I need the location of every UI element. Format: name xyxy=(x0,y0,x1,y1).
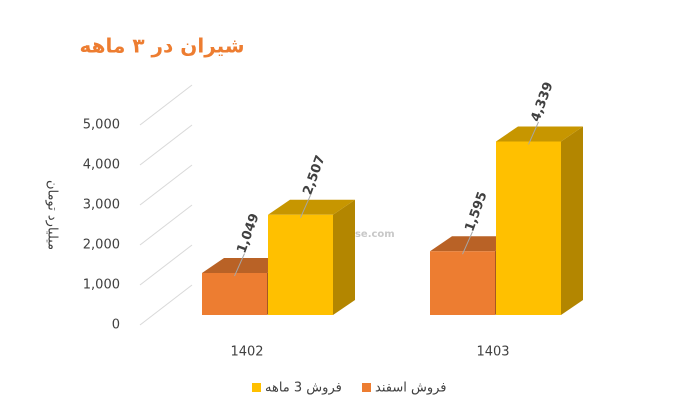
chart-title: شیران در ۳ ماهه xyxy=(80,34,245,58)
y-tick-label: 5,000 xyxy=(83,118,120,133)
leader-line xyxy=(528,121,539,145)
grid-line xyxy=(139,84,193,126)
value-label: 2,507 xyxy=(300,153,328,197)
leader-line xyxy=(300,195,311,218)
leader-line xyxy=(234,253,245,277)
y-axis-label: میلیارد تومان xyxy=(45,180,60,250)
y-tick-label: 4,000 xyxy=(83,158,120,173)
bar-front xyxy=(430,251,495,315)
grid-line xyxy=(139,124,193,166)
grid-line xyxy=(139,164,193,206)
grid-line xyxy=(139,284,193,326)
bar xyxy=(496,126,583,315)
bar-front xyxy=(496,141,561,315)
y-tick-label: 1,000 xyxy=(83,278,120,293)
bar-side xyxy=(333,199,355,315)
leader-line xyxy=(462,231,473,255)
y-tick-label: 3,000 xyxy=(83,198,120,213)
bar-top xyxy=(430,236,517,252)
value-label: 4,339 xyxy=(528,80,556,124)
grid-line xyxy=(139,244,193,286)
grid-line xyxy=(139,204,193,246)
bar-front xyxy=(268,214,333,315)
value-label: 1,049 xyxy=(234,212,262,256)
x-tick-label: 1402 xyxy=(230,345,263,360)
x-tick-label: 1403 xyxy=(476,345,509,360)
legend-swatch xyxy=(362,383,371,392)
y-tick-label: 2,000 xyxy=(83,238,120,253)
value-label: 1,595 xyxy=(462,190,490,234)
y-tick-label: 0 xyxy=(112,318,120,333)
bar-side xyxy=(561,126,583,315)
bar-top xyxy=(202,258,289,274)
bar-top xyxy=(496,126,583,142)
bar-top xyxy=(268,199,355,215)
bar xyxy=(268,199,355,315)
legend-swatch xyxy=(252,383,261,392)
bar-front xyxy=(202,273,267,315)
legend-label: فروش اسفند xyxy=(375,381,447,396)
legend-label: فروش 3 ماهه xyxy=(265,381,342,396)
